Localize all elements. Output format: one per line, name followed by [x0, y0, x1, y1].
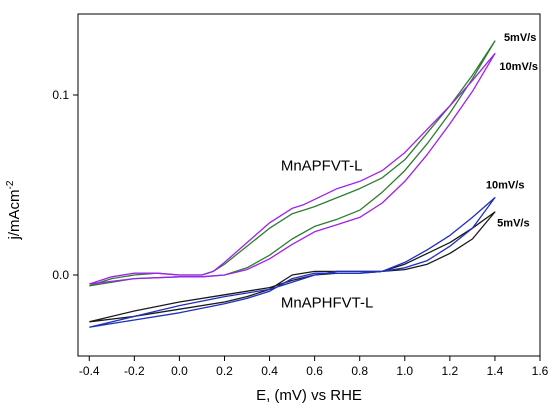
x-axis-title: E, (mV) vs RHE [256, 387, 362, 404]
sample-label: MnAPHFVT-L [281, 294, 374, 311]
x-tick-label: 0.4 [261, 364, 278, 378]
x-tick-label: 1.0 [396, 364, 413, 378]
series-line-4 [89, 196, 496, 328]
x-tick-label: 1.6 [532, 364, 549, 378]
y-axis-title: j/mAcm-2 [5, 180, 23, 240]
x-tick-label: 0.0 [171, 364, 188, 378]
x-tick-label: 1.4 [487, 364, 504, 378]
series-line-2 [89, 52, 496, 285]
y-axis-title-main: j/mAcm [6, 189, 23, 240]
x-tick-label: 0.2 [216, 364, 233, 378]
x-tick-label: -0.2 [124, 364, 145, 378]
y-axis-title-superscript: -2 [5, 180, 16, 189]
scan-rate-label: 5mV/s [504, 32, 536, 44]
y-tick-label: 0.0 [52, 268, 69, 282]
x-tick-label: -0.4 [79, 364, 100, 378]
x-tick-label: 1.2 [442, 364, 459, 378]
scan-rate-label: 10mV/s [486, 180, 525, 192]
series-layer [89, 40, 496, 328]
x-tick-label: 0.6 [306, 364, 323, 378]
y-tick-label: 0.1 [52, 88, 69, 102]
y-axis-ticks: 0.0 0.1 [52, 88, 78, 282]
x-axis-ticks: -0.4 -0.2 0.0 0.2 0.4 0.6 0.8 1.0 1.2 1.4 1.6 [79, 356, 549, 378]
scan-rate-label: 5mV/s [497, 217, 529, 229]
sample-label: MnAPFVT-L [281, 158, 363, 175]
scan-rate-label: 10mV/s [499, 61, 538, 73]
plot-frame [77, 13, 541, 357]
annotation-layer: MnAPFVT-L MnAPHFVT-L 5mV/s 10mV/s 10mV/s 5mV/… [281, 32, 538, 311]
x-tick-label: 0.8 [351, 364, 368, 378]
